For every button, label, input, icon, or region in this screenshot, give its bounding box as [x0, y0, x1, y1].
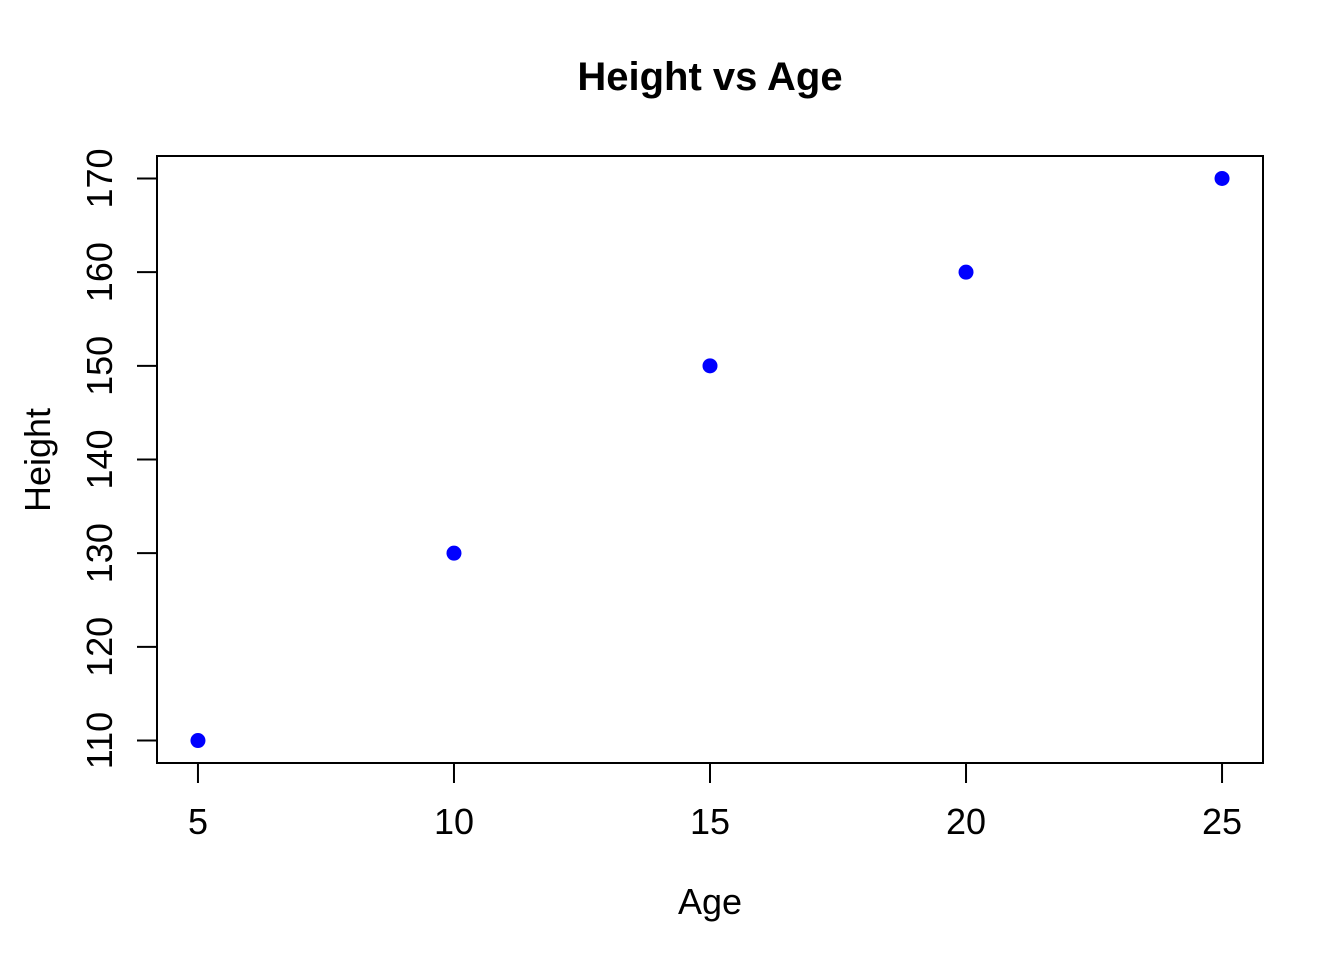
data-point [958, 264, 974, 280]
chart-title: Height vs Age [577, 55, 843, 99]
x-tick-label: 15 [690, 801, 730, 842]
y-tick-label: 110 [79, 712, 120, 769]
data-point [1214, 170, 1230, 186]
plot-border [156, 155, 1264, 764]
y-tick-label: 130 [79, 523, 120, 583]
y-tick-label: 140 [79, 429, 120, 489]
data-point [190, 733, 206, 749]
x-tick-label: 5 [188, 801, 208, 842]
data-point [446, 545, 462, 561]
x-tick-label: 25 [1202, 801, 1242, 842]
x-axis-title: Age [677, 881, 743, 922]
y-tick-label: 160 [79, 242, 120, 302]
x-tick-label: 10 [434, 801, 474, 842]
y-tick-label: 120 [79, 617, 120, 677]
x-tick-label: 20 [946, 801, 986, 842]
data-point [702, 358, 718, 374]
y-tick-label: 170 [79, 148, 120, 208]
y-tick-label: 150 [79, 336, 120, 396]
